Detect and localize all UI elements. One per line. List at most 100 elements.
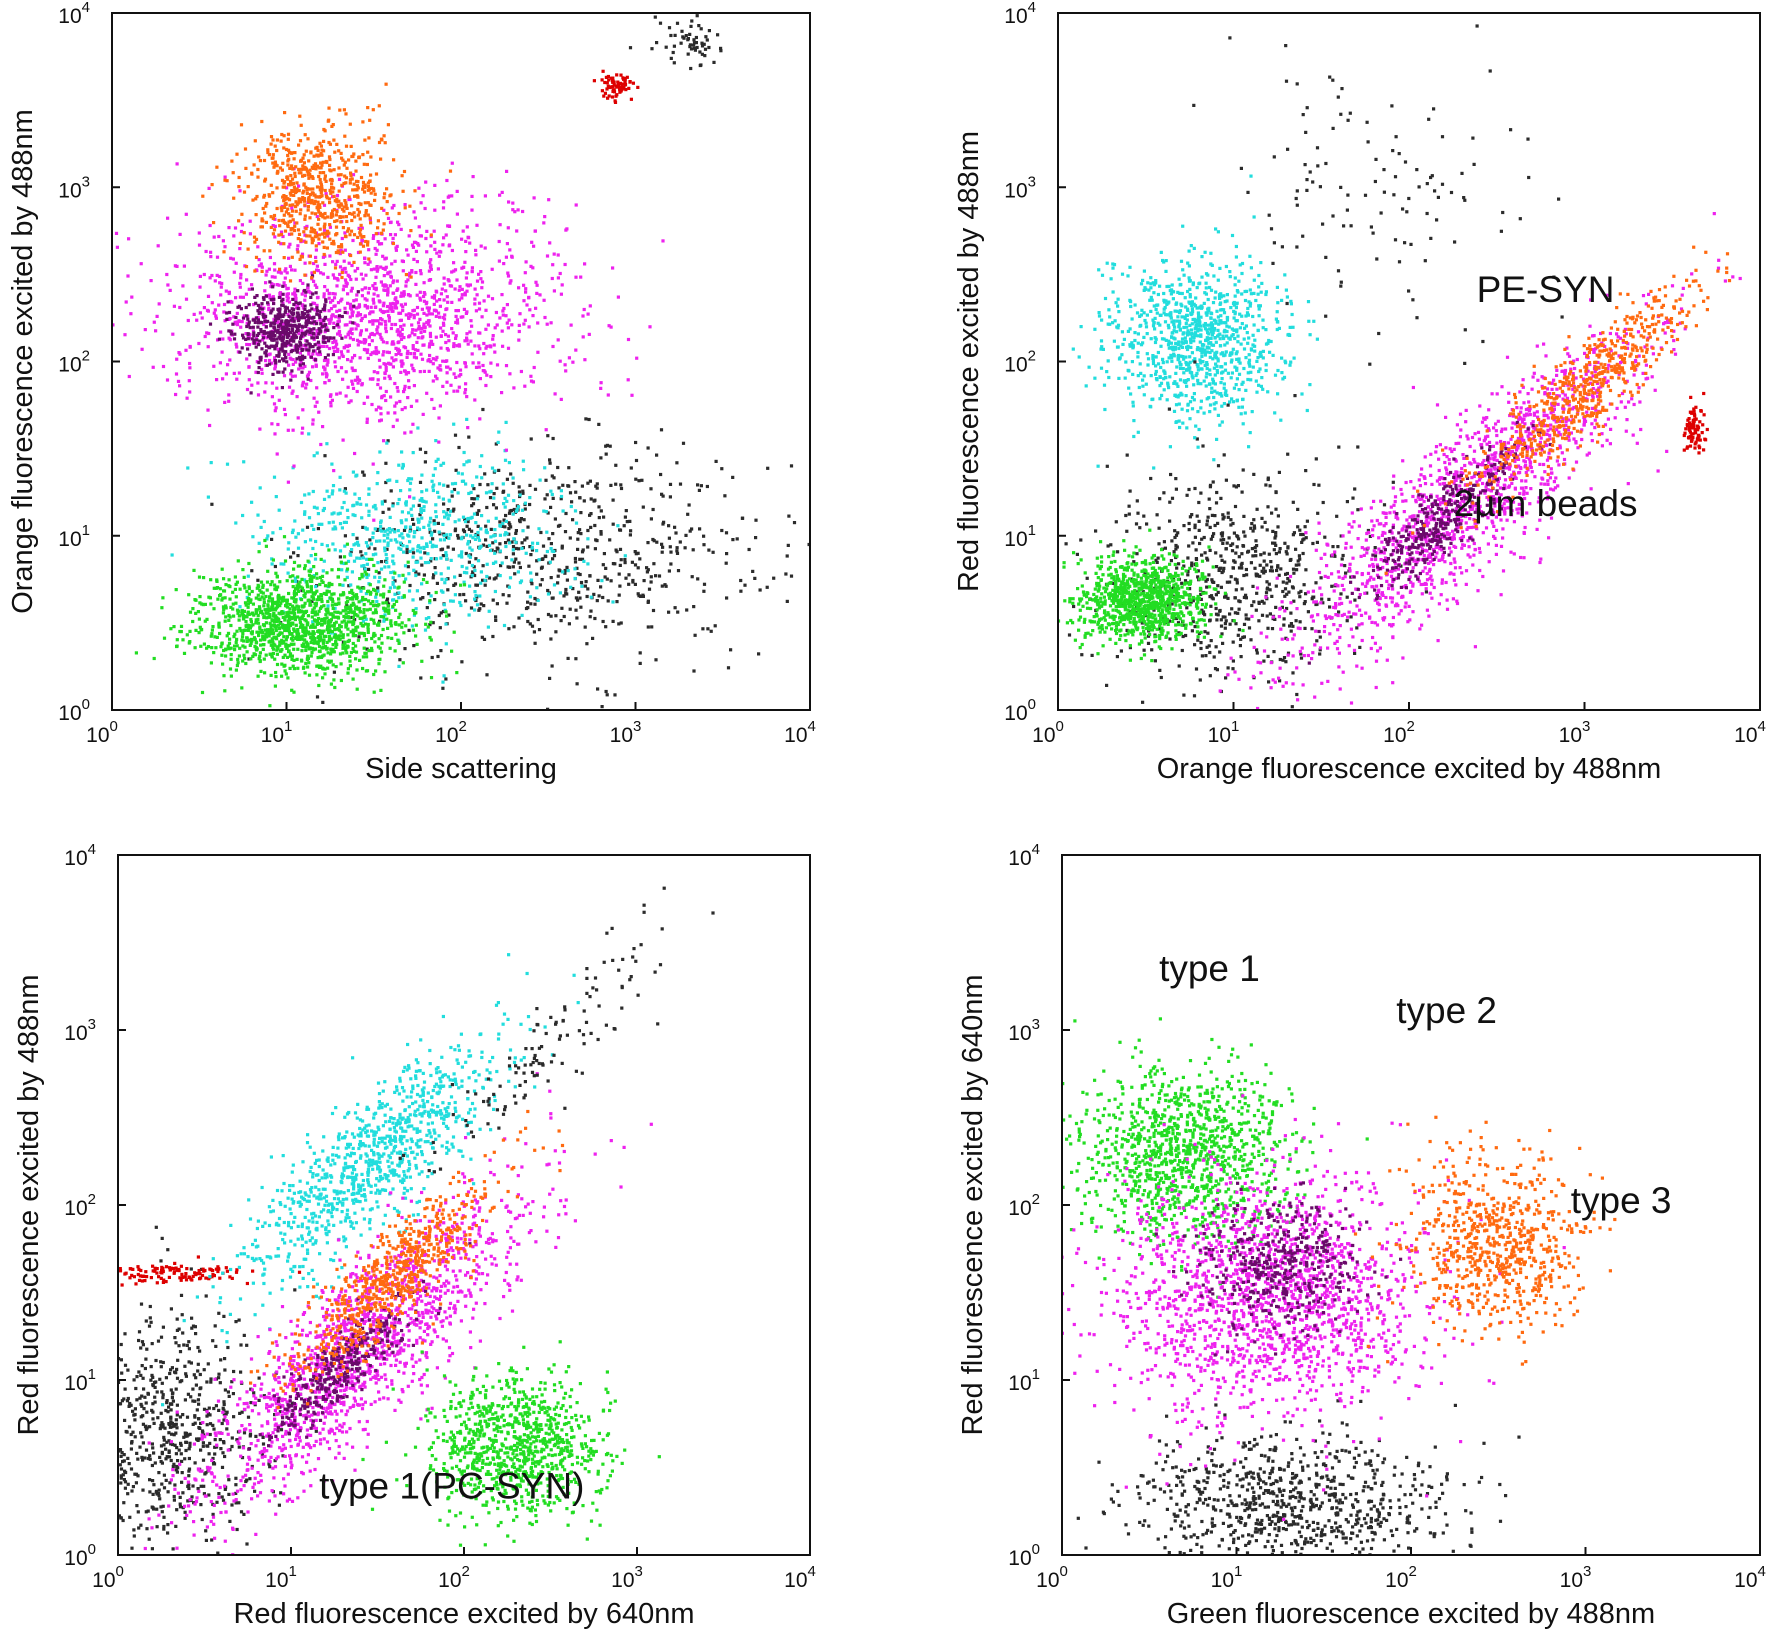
scatter-point [638,661,642,665]
scatter-point [262,331,266,335]
scatter-point [556,465,560,470]
scatter-point [463,520,468,524]
scatter-point [384,368,388,373]
scatter-point [300,370,304,374]
scatter-point [450,270,454,274]
scatter-point [384,389,388,394]
scatter-point [241,659,245,663]
scatter-point [322,634,326,638]
scatter-point [439,463,443,467]
scatter-point [287,352,291,356]
scatter-point [267,599,271,603]
scatter-point [367,248,371,252]
scatter-point [441,590,445,594]
scatter-point [579,532,583,536]
scatter-point [586,545,590,549]
scatter-point [416,336,420,340]
scatter-point [599,381,603,385]
scatter-point [521,529,525,533]
scatter-point [422,546,426,550]
scatter-point [316,269,320,273]
scatter-point [295,350,299,354]
scatter-point [606,599,610,603]
scatter-point [319,664,323,668]
scatter-point [300,577,304,581]
scatter-point [420,659,424,663]
scatter-point [416,517,420,521]
scatter-point [414,560,418,564]
scatter-point [275,574,279,578]
scatter-point [315,145,319,149]
scatter-point [330,603,334,607]
scatter-point [522,322,526,326]
scatter-point [388,586,392,590]
scatter-point [508,523,512,527]
scatter-point [384,398,388,403]
scatter-point [574,275,578,279]
scatter-point [247,378,251,382]
scatter-point [465,225,469,229]
scatter-point [661,239,665,243]
scatter-point [311,422,315,426]
scatter-point [331,647,335,651]
scatter-point [297,189,301,193]
scatter-point [365,608,369,612]
scatter-point [480,476,484,480]
scatter-point [319,629,323,633]
scatter-point [252,331,256,335]
scatter-point [684,533,688,537]
scatter-point [463,293,467,297]
scatter-point [464,551,468,556]
scatter-point [463,361,467,365]
scatter-point [255,294,259,298]
scatter-point [573,576,577,581]
scatter-point [302,239,306,243]
scatter-point [428,527,432,531]
scatter-point [411,547,415,551]
scatter-point [182,651,187,655]
scatter-point [438,532,442,536]
scatter-point [475,223,479,227]
scatter-point [322,336,326,340]
scatter-point [295,187,299,191]
scatter-point [322,224,327,228]
scatter-point [360,382,364,386]
scatter-point [304,343,308,347]
scatter-point [497,259,501,263]
scatter-point [383,141,387,145]
scatter-point [317,649,321,653]
scatter-point [503,533,507,537]
scatter-point [377,662,381,666]
scatter-point [284,341,288,345]
scatter-point [558,359,562,363]
scatter-point [425,250,429,254]
scatter-point [319,442,323,447]
scatter-point [328,188,332,192]
scatter-point [528,496,532,500]
scatter-point [335,635,339,639]
scatter-point [399,370,403,374]
scatter-point [513,210,517,214]
scatter-point [359,550,363,554]
scatter-point [264,594,268,599]
scatter-point [705,484,709,489]
scatter-point [397,591,401,595]
scatter-point [545,530,549,534]
scatter-point [389,326,393,331]
scatter-point [284,267,288,271]
scatter-point [422,311,426,315]
scatter-point [402,550,406,554]
scatter-point [482,352,486,356]
scatter-point [296,250,300,254]
scatter-point [233,644,237,648]
scatter-point [484,327,488,331]
scatter-point [361,556,365,560]
scatter-point [312,336,316,340]
scatter-point [489,527,493,531]
scatter-point [242,314,246,318]
scatter-point [269,311,273,315]
scatter-point [661,494,665,498]
scatter-point [417,243,421,247]
scatter-point [343,323,347,327]
scatter-point [446,195,450,199]
